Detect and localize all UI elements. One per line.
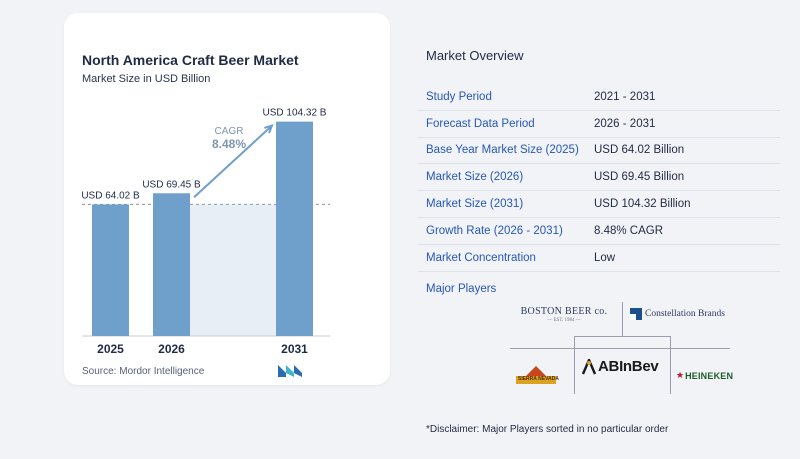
overview-row: Growth Rate (2026 - 2031) 8.48% CAGR <box>418 218 780 245</box>
overview-row: Market Size (2026) USD 69.45 Billion <box>418 164 780 192</box>
data-label-2031: USD 104.32 B <box>263 108 327 119</box>
overview-value: 8.48% CAGR <box>594 224 664 237</box>
overview-row: Study Period 2021 - 2031 <box>418 84 780 111</box>
x-tick-2025: 2025 <box>97 342 124 356</box>
overview-row: Market Concentration Low <box>418 245 780 272</box>
mordor-logo-icon <box>278 365 302 377</box>
source-note: Source: Mordor Intelligence <box>82 366 205 377</box>
bar-chart: USD 64.02 B 2025 USD 69.45 B 2026 USD 104.32… <box>81 108 330 356</box>
sierra-nevada-logo: SIERRA NEVADA <box>516 364 559 391</box>
x-tick-2026: 2026 <box>158 342 185 356</box>
players-grid: BOSTON BEER co. — EST. 1984 — Constellat… <box>510 302 734 394</box>
overview-key: Base Year Market Size (2025) <box>426 144 579 157</box>
divider <box>574 336 670 337</box>
overview-key: Growth Rate (2026 - 2031) <box>426 224 563 237</box>
chart-title: North America Craft Beer Market <box>82 52 299 68</box>
overview-value: USD 104.32 Billion <box>594 198 691 211</box>
overview-value: USD 69.45 Billion <box>594 171 685 184</box>
divider <box>574 336 575 394</box>
cagr-label: CAGR <box>215 126 244 137</box>
abinbev-logo: ABInBev <box>582 358 659 375</box>
heineken-star-icon: ★ <box>676 370 685 380</box>
overview-key: Market Size (2031) <box>426 198 524 211</box>
overview-table: Study Period 2021 - 2031 Forecast Data P… <box>418 84 780 272</box>
growth-band <box>190 204 276 336</box>
players-title: Major Players <box>426 283 497 295</box>
overview-value: USD 64.02 Billion <box>594 144 685 157</box>
overview-row: Base Year Market Size (2025) USD 64.02 B… <box>418 138 780 165</box>
overview-key: Market Concentration <box>426 251 536 264</box>
cagr-arrow <box>193 124 273 199</box>
boston-beer-logo: BOSTON BEER co. — EST. 1984 — <box>520 306 608 323</box>
x-tick-2031: 2031 <box>281 342 308 356</box>
divider <box>622 302 623 336</box>
overview-key: Market Size (2026) <box>426 171 524 184</box>
overview-title: Market Overview <box>426 48 524 63</box>
constellation-star-icon <box>630 308 642 320</box>
divider <box>510 348 730 349</box>
cagr-arrow-head <box>264 124 274 134</box>
heineken-logo: ★ HEINEKEN <box>676 370 734 381</box>
overview-row: Market Size (2031) USD 104.32 Billion <box>418 191 780 218</box>
bar-2025 <box>92 204 129 336</box>
data-label-2026: USD 69.45 B <box>142 179 201 190</box>
overview-value: Low <box>594 251 616 264</box>
disclaimer: *Disclaimer: Major Players sorted in no … <box>426 424 669 435</box>
chart-subtitle: Market Size in USD Billion <box>82 73 211 85</box>
overview-key: Study Period <box>426 90 492 103</box>
overview-value: 2026 - 2031 <box>594 117 656 130</box>
bar-2026 <box>153 193 190 336</box>
constellation-logo: Constellation Brands <box>630 308 725 320</box>
abinbev-mark-icon <box>582 358 596 374</box>
divider <box>670 336 671 394</box>
overview-row: Forecast Data Period 2026 - 2031 <box>418 111 780 138</box>
data-label-2025: USD 64.02 B <box>81 190 140 201</box>
overview-key: Forecast Data Period <box>426 117 535 130</box>
chart-card: USD 64.02 B 2025 USD 69.45 B 2026 USD 104.32… <box>64 13 390 385</box>
overview-value: 2021 - 2031 <box>594 90 656 103</box>
sierra-nevada-badge-icon <box>516 366 556 384</box>
bar-2031 <box>276 121 313 336</box>
cagr-value: 8.48% <box>212 137 246 151</box>
